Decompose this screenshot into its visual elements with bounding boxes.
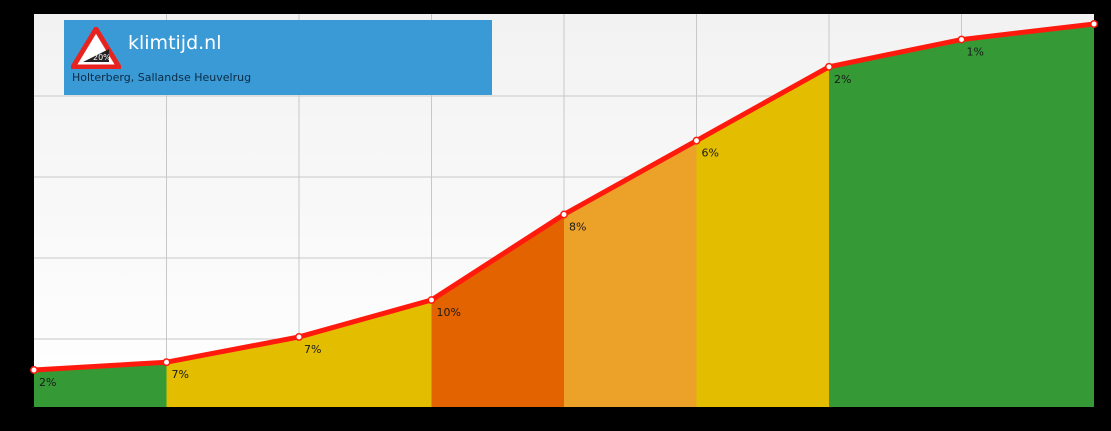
profile-point-7	[957, 35, 966, 44]
grade-label-6: 2%	[834, 73, 851, 86]
grade-label-2: 7%	[304, 343, 321, 356]
profile-line-group	[30, 20, 1098, 374]
grade-label-3: 10%	[437, 306, 461, 319]
brand-name[interactable]: klimtijd.nl	[128, 32, 222, 54]
grade-label-5: 6%	[702, 147, 719, 160]
profile-point-0	[30, 366, 38, 374]
grade-segments	[34, 24, 1094, 408]
grade-label-1: 7%	[172, 368, 189, 381]
grade-labels: 2% 7% 7% 10% 8% 6% 2% 1%	[39, 46, 984, 389]
grade-segment-0	[34, 362, 167, 407]
climb-warning-icon: 20%	[71, 27, 121, 69]
grade-segment-7	[961, 24, 1094, 407]
profile-point-5	[692, 136, 701, 145]
profile-point-3	[427, 296, 436, 304]
profile-point-8	[1090, 20, 1098, 28]
grade-label-7: 1%	[967, 46, 984, 59]
climb-location: Holterberg, Sallandse Heuvelrug	[72, 71, 252, 84]
profile-point-2	[295, 333, 303, 341]
grade-segment-4	[564, 140, 697, 407]
profile-point-1	[162, 358, 171, 367]
grade-segment-6	[829, 39, 962, 407]
logo-text: 20%	[93, 53, 111, 62]
grade-segment-1	[166, 336, 299, 407]
profile-point-6	[825, 62, 833, 71]
grade-segment-2	[299, 300, 432, 407]
profile-point-4	[560, 210, 568, 219]
brand-box: 20% klimtijd.nl Holterberg, Sallandse He…	[64, 20, 492, 95]
grade-label-0: 2%	[39, 376, 56, 389]
grade-segment-3	[431, 214, 564, 407]
grade-segment-5	[696, 66, 829, 408]
grade-label-4: 8%	[569, 220, 586, 233]
